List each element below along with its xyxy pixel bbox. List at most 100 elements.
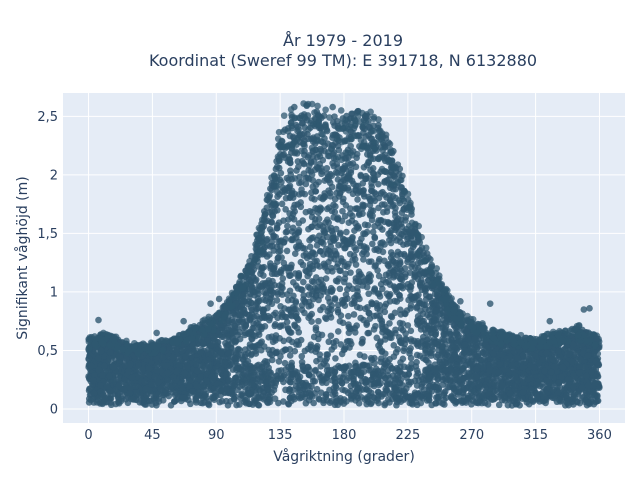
data-point bbox=[420, 301, 428, 309]
data-point bbox=[277, 169, 285, 177]
data-point bbox=[404, 256, 412, 263]
data-point bbox=[387, 254, 395, 262]
data-point bbox=[358, 235, 365, 243]
data-point bbox=[556, 353, 564, 361]
data-point bbox=[332, 355, 339, 362]
data-point bbox=[316, 221, 324, 229]
data-point bbox=[337, 312, 345, 319]
data-point bbox=[306, 243, 314, 251]
data-point bbox=[295, 238, 303, 246]
data-point bbox=[246, 311, 253, 319]
data-point bbox=[262, 297, 270, 304]
data-point bbox=[343, 228, 350, 236]
data-point bbox=[555, 348, 562, 355]
data-point bbox=[446, 330, 454, 338]
data-point bbox=[339, 241, 346, 249]
chart-title-line2: Koordinat (Sweref 99 TM): E 391718, N 61… bbox=[149, 51, 537, 70]
data-point bbox=[278, 254, 285, 261]
data-point bbox=[300, 252, 308, 259]
data-point bbox=[286, 156, 293, 164]
data-point bbox=[171, 397, 179, 405]
data-point bbox=[301, 309, 308, 317]
data-point bbox=[359, 180, 367, 187]
data-point bbox=[467, 344, 474, 352]
data-point bbox=[318, 331, 326, 339]
data-point bbox=[262, 314, 269, 321]
data-point bbox=[250, 324, 258, 332]
data-point bbox=[438, 351, 445, 359]
data-point bbox=[283, 247, 291, 255]
data-point bbox=[375, 247, 382, 254]
data-point bbox=[326, 189, 334, 197]
data-point bbox=[338, 217, 346, 225]
data-point bbox=[375, 290, 383, 297]
data-point bbox=[285, 216, 292, 223]
data-point bbox=[307, 159, 315, 166]
data-point bbox=[432, 340, 440, 347]
data-point bbox=[303, 268, 310, 275]
data-point bbox=[338, 350, 346, 358]
data-point bbox=[282, 228, 290, 236]
data-point bbox=[386, 331, 394, 338]
data-point bbox=[401, 310, 408, 317]
data-point bbox=[305, 225, 312, 233]
data-point bbox=[360, 256, 367, 263]
data-point bbox=[410, 337, 418, 345]
data-point bbox=[323, 355, 331, 362]
data-point bbox=[332, 277, 340, 285]
data-point bbox=[263, 204, 271, 212]
data-point bbox=[449, 343, 457, 350]
data-point bbox=[365, 309, 373, 317]
data-point bbox=[432, 297, 440, 305]
data-point bbox=[390, 234, 398, 242]
data-point bbox=[257, 270, 264, 278]
data-point bbox=[263, 235, 271, 243]
data-point bbox=[284, 324, 292, 332]
data-point bbox=[352, 261, 360, 268]
data-point bbox=[275, 219, 283, 226]
data-point bbox=[337, 255, 345, 262]
data-point bbox=[275, 282, 283, 290]
data-point bbox=[347, 205, 354, 212]
data-point bbox=[284, 222, 291, 230]
data-point bbox=[273, 297, 281, 304]
data-point bbox=[298, 302, 306, 309]
data-point bbox=[497, 351, 504, 358]
data-point bbox=[503, 360, 511, 367]
data-point bbox=[279, 275, 287, 282]
data-point bbox=[355, 211, 363, 219]
data-point bbox=[376, 223, 384, 231]
data-point bbox=[372, 322, 379, 330]
data-point bbox=[442, 323, 450, 330]
data-point bbox=[334, 169, 341, 177]
data-point bbox=[323, 164, 331, 172]
data-point bbox=[268, 291, 275, 298]
data-point bbox=[413, 318, 421, 325]
data-point bbox=[390, 341, 398, 349]
data-point bbox=[332, 203, 339, 210]
data-point bbox=[268, 207, 276, 215]
data-point bbox=[330, 214, 337, 221]
data-point bbox=[288, 338, 296, 346]
data-point bbox=[302, 208, 310, 216]
data-point bbox=[325, 204, 333, 211]
data-point bbox=[320, 251, 327, 258]
data-point bbox=[284, 297, 292, 304]
data-point bbox=[292, 298, 300, 305]
data-point bbox=[375, 180, 382, 188]
data-point bbox=[308, 213, 316, 221]
data-point bbox=[440, 331, 448, 338]
data-point bbox=[373, 300, 380, 307]
data-point bbox=[286, 352, 294, 359]
data-point bbox=[439, 317, 447, 324]
data-point bbox=[408, 279, 416, 286]
data-point bbox=[400, 241, 407, 248]
data-point bbox=[381, 336, 389, 343]
data-point bbox=[276, 247, 284, 255]
data-point bbox=[319, 303, 327, 311]
data-point bbox=[302, 180, 310, 188]
data-point bbox=[313, 261, 321, 269]
data-point bbox=[339, 235, 347, 243]
data-point bbox=[386, 192, 393, 199]
